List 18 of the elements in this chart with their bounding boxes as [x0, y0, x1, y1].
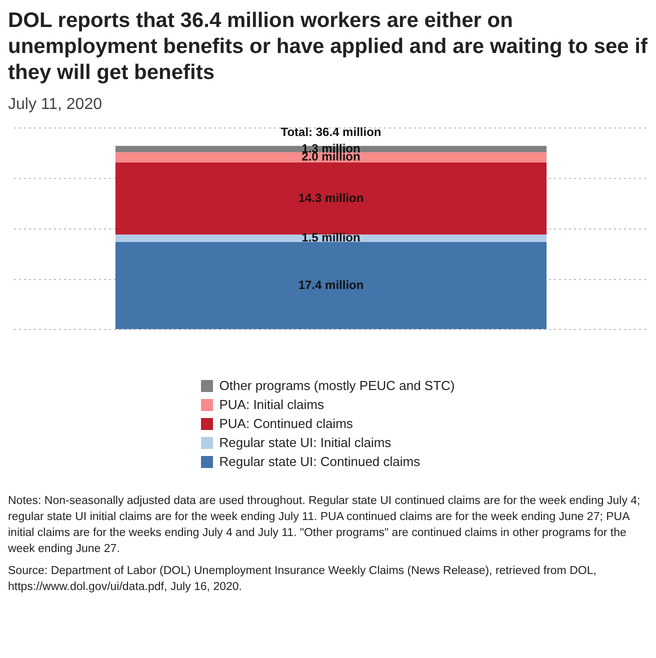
legend-label: Regular state UI: Initial claims [219, 434, 392, 452]
bar [115, 242, 547, 330]
data-label: 1.5 million [302, 230, 360, 245]
legend-label: PUA: Continued claims [219, 415, 353, 433]
legend-label: PUA: Initial claims [219, 396, 324, 414]
text: Notes: Non-seasonally adjusted data are used throughout. Regular state UI continued claims are for the week ending July 4; regular state UI initial claims are for the week ending July 11. PUA continued claims are for the week ending June 27; PUA initial claims are for the weeks ending July 4 and July 11. "Other programs" are continued claims in other programs for the week ending June 27. [8, 494, 642, 557]
chart-title: DOL reports that 36.4 million workers are either on unemployment benefits or have applied and are waiting to see if they will get benefits [8, 8, 648, 86]
total-label: Total: 36.4 million [280, 125, 382, 140]
legend-label: Other programs (mostly PEUC and STC) [219, 377, 455, 395]
data-label: 14.3 million [298, 190, 364, 205]
bar [115, 162, 547, 234]
source-note: Source: Department of Labor (DOL) Unemployment Insurance Weekly Claims (News Release), retrieved from DOL, https://www.dol.gov/ui/data.pdf, July 16, 2020. [8, 564, 598, 595]
data-label: 17.4 million [298, 278, 364, 292]
bar [115, 152, 547, 162]
chart-subtitle: July 11, 2020 [8, 96, 103, 114]
legend-label: Regular state UI: Continued claims [219, 453, 420, 471]
bar [115, 146, 547, 152]
bar [115, 234, 547, 242]
